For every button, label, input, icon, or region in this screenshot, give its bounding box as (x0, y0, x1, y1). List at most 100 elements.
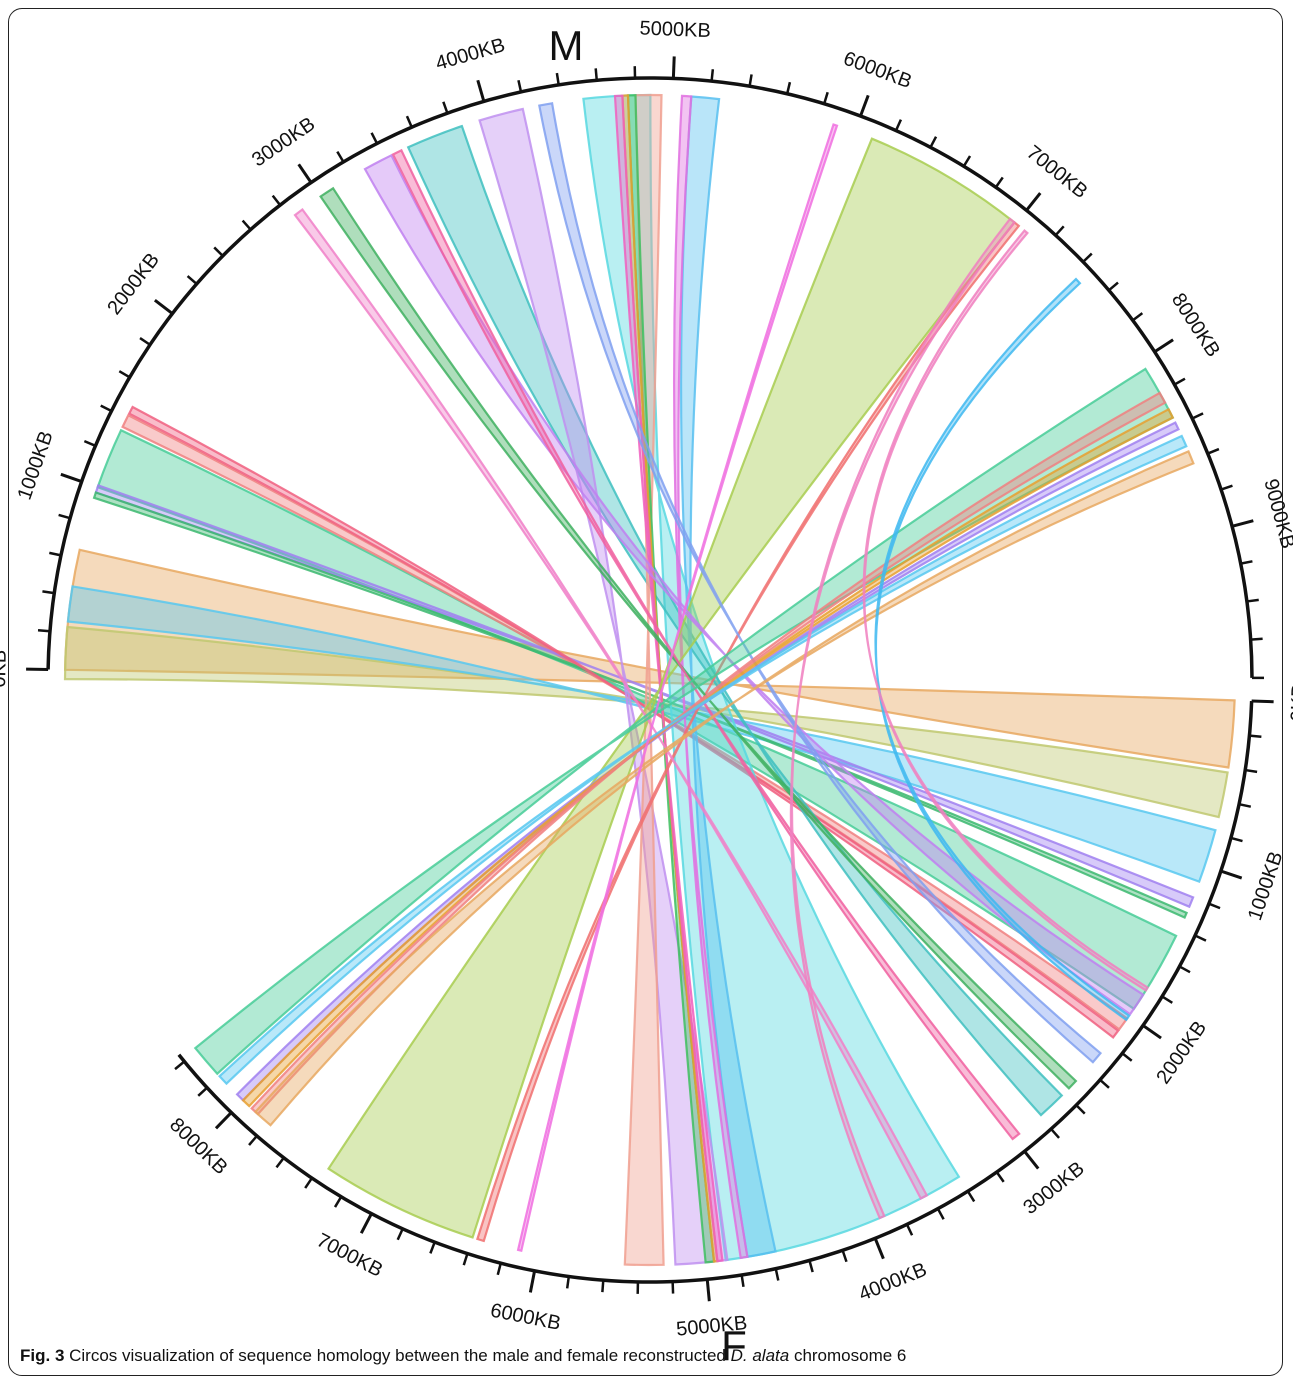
minor-tick (710, 69, 715, 82)
homology-link (241, 407, 1175, 1108)
caption-label: Fig. 3 (20, 1346, 65, 1365)
tick-label: 7000KB (1022, 141, 1091, 203)
minor-tick (1249, 734, 1262, 738)
major-tick (1220, 869, 1243, 880)
minor-tick (442, 101, 449, 114)
minor-tick (1245, 768, 1258, 774)
minor-tick (1207, 447, 1220, 455)
homology-link (218, 434, 1188, 1086)
tick-label: 0KB (1287, 683, 1293, 722)
minor-tick (1173, 377, 1186, 386)
minor-tick (894, 119, 903, 132)
minor-tick (1108, 281, 1119, 292)
tick-label: 0KB (0, 650, 11, 688)
minor-tick (594, 68, 599, 81)
male-segment-label: M (549, 22, 584, 69)
minor-tick (565, 1276, 571, 1289)
minor-tick (100, 404, 113, 413)
minor-tick (517, 79, 523, 93)
tick-label: 7000KB (313, 1229, 386, 1281)
major-tick (873, 1237, 885, 1260)
minor-tick (601, 1280, 605, 1293)
homology-link (121, 413, 1129, 1031)
minor-tick (808, 1260, 814, 1273)
minor-tick (1194, 934, 1207, 942)
minor-tick (1161, 995, 1173, 1004)
homology-link (613, 94, 724, 1263)
minor-tick (275, 1157, 285, 1169)
homology-link (63, 625, 1229, 819)
minor-tick (333, 1196, 343, 1208)
minor-tick (197, 1086, 208, 1097)
minor-tick (1075, 1104, 1086, 1115)
major-tick (1023, 1150, 1040, 1170)
homology-link (235, 421, 1180, 1102)
minor-tick (962, 155, 972, 167)
homology-link (672, 94, 749, 1260)
minor-tick (58, 513, 71, 520)
minor-tick (1178, 965, 1191, 974)
minor-tick (42, 590, 55, 595)
minor-tick (936, 1208, 945, 1220)
minor-tick (462, 1253, 469, 1266)
homology-link (319, 186, 1078, 1090)
tick-label: 6000KB (489, 1300, 563, 1335)
minor-tick (1121, 1052, 1133, 1062)
homology-link (478, 107, 729, 1266)
tick-label: 8000KB (1167, 289, 1224, 361)
homology-link (476, 220, 1021, 1243)
minor-tick (748, 74, 753, 87)
minor-tick (49, 551, 62, 557)
minor-tick (1082, 252, 1093, 263)
major-tick (1251, 699, 1274, 704)
minor-tick (1220, 484, 1233, 491)
figure-frame (8, 8, 1283, 1376)
minor-tick (823, 91, 829, 105)
major-tick (1025, 192, 1042, 212)
minor-tick (740, 1274, 745, 1288)
minor-tick (1238, 802, 1252, 808)
tick-label: 4000KB (856, 1259, 930, 1306)
tick-label: 4000KB (433, 34, 507, 75)
minor-tick (1054, 225, 1065, 237)
tick-label: 3000KB (1019, 1158, 1088, 1220)
minor-tick (241, 219, 252, 231)
minor-tick (496, 1262, 502, 1276)
minor-tick (405, 115, 413, 128)
homology-link (862, 229, 1150, 992)
homology-link (66, 585, 1217, 884)
figure-caption: Fig. 3 Circos visualization of sequence … (20, 1346, 906, 1366)
major-tick (476, 79, 486, 102)
homology-link (127, 405, 1120, 1039)
major-tick (214, 1111, 233, 1130)
female-ideogram (177, 700, 1254, 1284)
tick-label: 5000KB (639, 17, 711, 42)
tick-label: 9000KB (1259, 477, 1293, 551)
minor-tick (929, 136, 938, 148)
minor-tick (994, 176, 1004, 188)
minor-tick (174, 1060, 186, 1071)
minor-tick (1208, 902, 1221, 910)
homology-link (63, 548, 1236, 769)
major-tick (60, 472, 83, 483)
homology-link (92, 491, 1189, 919)
major-tick (528, 1270, 537, 1293)
major-tick (1231, 519, 1254, 528)
minor-tick (248, 1135, 258, 1146)
minor-tick (429, 1241, 436, 1254)
minor-tick (966, 1190, 976, 1203)
minor-tick (774, 1268, 780, 1281)
homology-link (94, 483, 1195, 909)
major-tick (1142, 1024, 1162, 1040)
minor-tick (1250, 637, 1263, 641)
minor-tick (304, 1177, 313, 1189)
minor-tick (555, 72, 560, 86)
homology-link (789, 217, 1016, 1220)
homology-link (253, 449, 1195, 1127)
minor-tick (37, 628, 51, 633)
homology-link (326, 137, 1016, 1239)
homology-link (516, 123, 839, 1253)
major-tick (1153, 338, 1174, 354)
homology-link (538, 102, 1103, 1064)
